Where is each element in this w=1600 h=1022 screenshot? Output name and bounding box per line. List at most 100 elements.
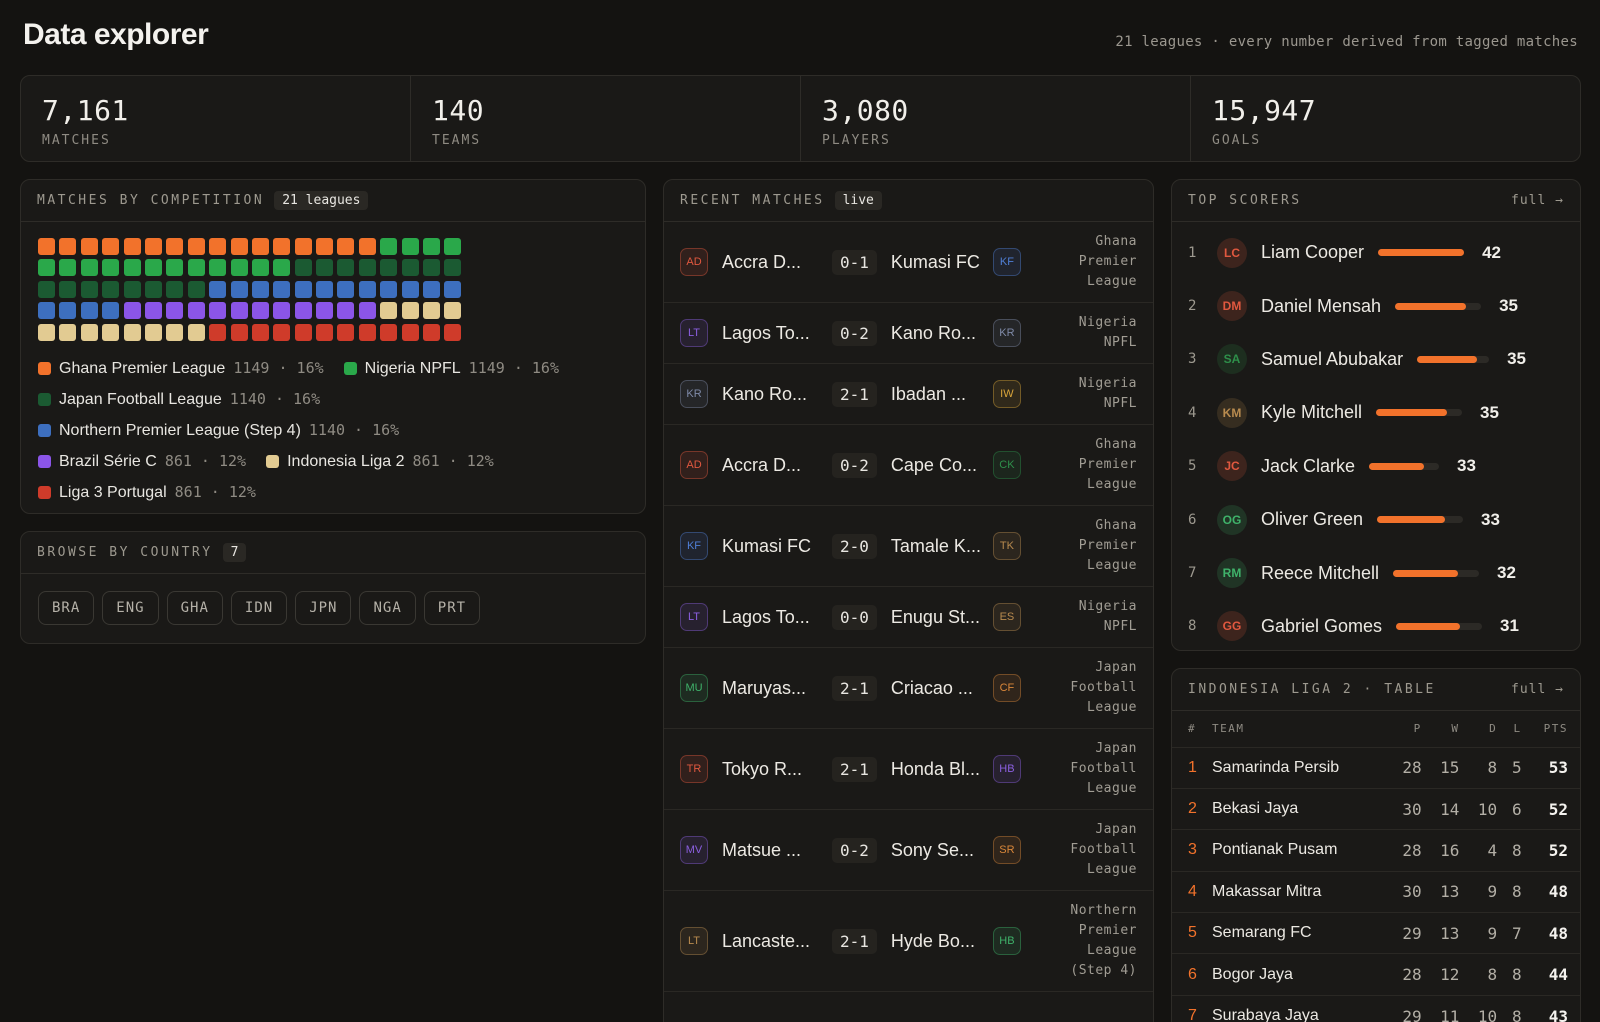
country-pill-eng[interactable]: ENG (102, 591, 159, 625)
stat-label: GOALS (1212, 133, 1262, 148)
standings-panel: INDONESIA LIGA 2 · TABLE full → # TEAM P W D… (1171, 668, 1581, 1022)
waffle-cell (401, 302, 419, 320)
table-row[interactable]: 6 Bogor Jaya 28 12 8 8 44 (1172, 953, 1580, 996)
scorer-row[interactable]: 8 GG Gabriel Gomes 31 (1172, 600, 1580, 650)
table-cell: 9 (1467, 912, 1506, 955)
waffle-cell (294, 323, 312, 341)
legend-separator: · (191, 451, 219, 470)
table-header-row: # TEAM P W D L PTS (1172, 711, 1580, 748)
waffle-chart (38, 238, 478, 341)
waffle-cell (337, 259, 355, 277)
match-row[interactable]: KR Kano Ro... 2-1 Ibadan ... IW Nigeria NPFL (664, 364, 1153, 425)
competition-line: Nigeria (1078, 315, 1137, 330)
table-cell: 44 (1529, 953, 1580, 996)
waffle-cell (187, 302, 205, 320)
match-row[interactable]: MU Maruyas... 2-1 Criacao ... CF Japan Footbal… (664, 648, 1153, 729)
waffle-cell (209, 259, 227, 277)
legend-count: 1140 · 16% (309, 416, 399, 445)
match-score: 0-2 (832, 837, 877, 863)
country-pill-idn[interactable]: IDN (230, 591, 288, 625)
scorer-row[interactable]: 5 JC Jack Clarke 33 (1172, 440, 1580, 493)
competition-line: Japan (1095, 660, 1137, 675)
match-competition: Japan Football League (1047, 820, 1137, 880)
country-pill-nga[interactable]: NGA (359, 591, 416, 625)
waffle-cell (294, 259, 312, 277)
scorer-row[interactable]: 2 DM Daniel Mensah 35 (1172, 279, 1580, 332)
away-team-name: Ibadan ... (890, 383, 966, 404)
standings-full-link[interactable]: full → (1511, 682, 1564, 697)
column-header: W (1429, 711, 1468, 748)
scorer-row[interactable]: 4 KM Kyle Mitchell 35 (1172, 386, 1580, 439)
table-row[interactable]: 4 Makassar Mitra 30 13 9 8 48 (1172, 871, 1580, 914)
competition-line: Ghana (1095, 518, 1137, 533)
legend-item: Indonesia Liga 2 861 · 12% (266, 447, 494, 476)
match-score: 0-2 (832, 320, 877, 346)
waffle-cell (38, 302, 55, 320)
table-row[interactable]: 5 Semarang FC 29 13 9 7 48 (1172, 912, 1580, 955)
match-row[interactable]: LT Lancaste... 2-1 Hyde Bo... HB Northern Prem… (664, 891, 1153, 992)
waffle-cell (316, 238, 334, 255)
away-team-name: Hyde Bo... (890, 930, 975, 951)
scorer-goals: 31 (1500, 616, 1519, 636)
country-pill-gha[interactable]: GHA (166, 591, 223, 625)
waffle-cell (38, 238, 55, 255)
table-cell: 7 (1172, 995, 1202, 1022)
match-row[interactable]: AD Accra D... 0-1 Kumasi FC KF Ghana Premier Le… (664, 222, 1153, 303)
scorers-full-link[interactable]: full → (1511, 193, 1564, 208)
column-header: P (1391, 711, 1430, 748)
scorer-row[interactable]: 7 RM Reece Mitchell 32 (1172, 546, 1580, 599)
waffle-cell (423, 238, 441, 255)
match-row[interactable]: AD Accra D... 0-2 Cape Co... CK Ghana Premier L… (664, 425, 1153, 506)
country-pill-bra[interactable]: BRA (38, 591, 95, 625)
away-team-crest: IW (992, 380, 1021, 408)
competition-line: Northern (1070, 903, 1137, 918)
legend-label: Brazil Série C (59, 452, 157, 470)
table-cell: 10 (1467, 788, 1506, 831)
table-cell: 11 (1429, 995, 1468, 1022)
goals-bar-fill (1376, 409, 1448, 417)
table-row[interactable]: 3 Pontianak Pusam 28 16 4 8 52 (1172, 829, 1580, 872)
match-row[interactable]: TR Tokyo R... 2-1 Honda Bl... HB Japan Footbal… (664, 729, 1153, 810)
scorer-row[interactable]: 1 LC Liam Cooper 42 (1172, 226, 1580, 279)
country-pill-jpn[interactable]: JPN (295, 591, 352, 625)
waffle-cell (251, 259, 269, 277)
legend-percent: 16% (293, 389, 321, 408)
competition-line: League (1087, 781, 1137, 796)
scorer-name: Reece Mitchell (1261, 562, 1380, 583)
table-cell: 15 (1429, 747, 1468, 789)
legend-label: Indonesia Liga 2 (287, 452, 405, 470)
scorer-row[interactable]: 6 OG Oliver Green 33 (1172, 493, 1580, 546)
competition-line: Football (1070, 680, 1137, 695)
competition-line: Japan (1095, 822, 1137, 837)
match-row[interactable]: KF Kumasi FC 2-0 Tamale K... TK Ghana Premier L… (664, 506, 1153, 587)
table-row[interactable]: 1 Samarinda Persib 28 15 8 5 53 (1172, 747, 1580, 789)
legend-count-value: 861 (164, 451, 192, 470)
table-cell: 3 (1172, 829, 1202, 872)
home-team-crest: LT (680, 927, 708, 955)
waffle-cell (230, 238, 248, 255)
stat-label: MATCHES (42, 133, 111, 148)
country-panel: BROWSE BY COUNTRY 7 BRA ENG GHA IDN JPN NGA PR… (20, 531, 646, 644)
match-row[interactable]: LT Lagos To... 0-2 Kano Ro... KR Nigeria NPFL (664, 303, 1153, 364)
table-row[interactable]: 7 Surabaya Jaya 29 11 10 8 43 (1172, 995, 1580, 1022)
waffle-cell (358, 280, 376, 298)
country-pill-prt[interactable]: PRT (423, 591, 481, 625)
match-row[interactable]: LT Lagos To... 0-0 Enugu St... ES Nigeria NPFL (664, 587, 1153, 648)
table-row[interactable]: 2 Bekasi Jaya 30 14 10 6 52 (1172, 788, 1580, 831)
table-cell: 28 (1391, 747, 1430, 789)
scorer-goals: 35 (1507, 349, 1527, 369)
competition-line: NPFL (1103, 396, 1137, 411)
waffle-cell (380, 280, 398, 298)
match-row[interactable]: MV Matsue ... 0-2 Sony Se... SR Japan Football… (664, 810, 1153, 891)
table-cell: 4 (1172, 871, 1202, 914)
home-team-crest: TR (680, 755, 708, 783)
avatar: SA (1217, 344, 1247, 375)
competition-line: Japan (1095, 741, 1137, 756)
waffle-cell (166, 323, 184, 341)
waffle-cell (358, 302, 376, 320)
waffle-cell (337, 323, 355, 341)
stat-label: TEAMS (432, 133, 482, 148)
scorer-row[interactable]: 3 SA Samuel Abubakar 35 (1172, 333, 1580, 386)
goals-bar (1377, 516, 1464, 524)
match-competition: Nigeria NPFL (1047, 374, 1137, 414)
